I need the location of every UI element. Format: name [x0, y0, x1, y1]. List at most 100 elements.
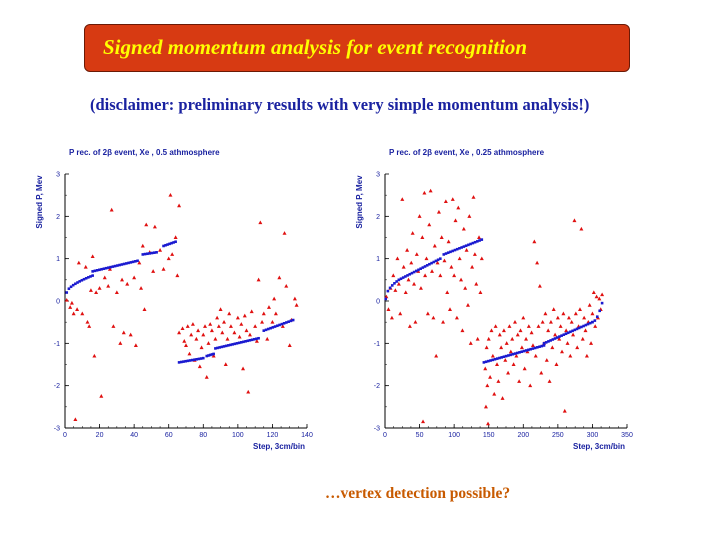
data-point-trend [595, 315, 599, 318]
data-point-trend [560, 334, 563, 337]
data-point-reconstructed [384, 294, 389, 299]
data-point-trend [555, 336, 559, 339]
data-point-reconstructed [571, 332, 576, 337]
data-point-reconstructed [501, 328, 506, 333]
data-point-trend [233, 342, 237, 346]
data-point-trend [502, 355, 506, 359]
data-point-reconstructed [277, 275, 282, 280]
data-point-reconstructed [454, 315, 459, 320]
data-point-reconstructed [254, 339, 259, 343]
data-point-trend [491, 358, 495, 362]
data-point-reconstructed [485, 383, 490, 388]
data-point-trend [113, 264, 117, 268]
data-point-reconstructed [418, 286, 423, 290]
data-point-reconstructed [128, 332, 133, 337]
data-point-reconstructed [484, 345, 489, 350]
data-point-trend [208, 353, 212, 357]
data-point-reconstructed [75, 307, 80, 311]
data-point-reconstructed [533, 353, 538, 358]
data-point-reconstructed [566, 315, 571, 320]
data-point-reconstructed [125, 281, 130, 286]
data-point-trend [67, 287, 71, 291]
data-point-trend [432, 260, 436, 264]
data-point-reconstructed [540, 319, 545, 324]
data-point-trend [131, 260, 135, 264]
data-point-trend [69, 285, 73, 289]
data-point-trend [95, 269, 99, 272]
data-point-trend [98, 268, 101, 272]
data-point-trend [562, 333, 566, 336]
scatter-chart-left: P rec. of 2β event, Xe , 0.5 athmosphere… [35, 148, 313, 451]
data-point-trend [214, 347, 217, 350]
data-point-trend [580, 325, 583, 329]
data-point-trend [222, 345, 226, 348]
data-point-trend [569, 330, 572, 334]
data-point-trend [444, 252, 448, 255]
x-axis-title: Step, 3cm/bin [253, 442, 305, 451]
data-point-trend [549, 339, 552, 342]
data-point-reconstructed [137, 260, 142, 265]
x-tick-label: 100 [448, 432, 460, 439]
data-point-trend [109, 265, 112, 269]
y-axis-title: Signed P, Mev [355, 175, 364, 229]
data-point-trend [197, 357, 201, 361]
data-point-reconstructed [398, 311, 403, 316]
data-point-trend [153, 251, 156, 254]
data-point-reconstructed [73, 417, 78, 422]
data-point-reconstructed [242, 313, 247, 318]
data-point-trend [518, 351, 521, 354]
data-point-reconstructed [396, 281, 401, 286]
data-point-trend [91, 270, 94, 273]
data-point-reconstructed [524, 336, 529, 341]
data-point-reconstructed [420, 235, 425, 239]
data-point-reconstructed [273, 311, 278, 316]
data-point-reconstructed [590, 311, 595, 316]
data-point-trend [425, 264, 429, 267]
data-point-reconstructed [218, 307, 223, 311]
data-point-reconstructed [393, 288, 398, 292]
data-point-trend [390, 284, 394, 287]
data-point-reconstructed [464, 248, 469, 252]
data-point-trend [551, 338, 555, 341]
data-point-reconstructed [151, 269, 156, 273]
data-point-reconstructed [519, 345, 524, 350]
data-point-reconstructed [244, 328, 249, 333]
data-point-trend [182, 360, 185, 363]
x-tick-label: 0 [63, 432, 67, 439]
data-point-reconstructed [580, 336, 585, 341]
data-point-trend [174, 240, 177, 244]
data-point-reconstructed [518, 328, 523, 333]
data-point-reconstructed [600, 292, 605, 297]
data-point-reconstructed [490, 353, 495, 358]
data-point-reconstructed [222, 319, 227, 324]
data-point-reconstructed [184, 343, 188, 347]
data-point-reconstructed [386, 307, 391, 311]
data-point-reconstructed [483, 366, 488, 371]
data-point-reconstructed [425, 311, 430, 316]
data-point-reconstructed [435, 260, 440, 265]
data-point-trend [267, 327, 270, 331]
data-point-reconstructed [544, 358, 549, 362]
data-point-reconstructed [569, 319, 574, 324]
data-point-trend [218, 346, 222, 349]
data-point-trend [291, 318, 295, 322]
data-point-trend [80, 278, 84, 282]
data-point-trend [250, 338, 254, 342]
data-point-trend [164, 243, 167, 247]
data-point-reconstructed [483, 404, 488, 409]
data-point-reconstructed [546, 328, 551, 333]
data-point-trend [531, 347, 535, 350]
data-point-reconstructed [253, 324, 258, 328]
data-point-trend [93, 269, 97, 273]
data-point-trend [287, 320, 290, 323]
x-tick-label: 250 [552, 432, 564, 439]
data-point-reconstructed [507, 324, 512, 328]
x-tick-label: 40 [130, 432, 138, 439]
x-tick-label: 120 [267, 432, 279, 439]
data-point-reconstructed [468, 341, 473, 345]
data-point-reconstructed [266, 305, 271, 309]
data-point-trend [449, 250, 452, 254]
data-point-reconstructed [223, 362, 228, 366]
slide-title-box: Signed momentum analysis for event recog… [84, 24, 630, 72]
data-point-reconstructed [413, 319, 418, 324]
